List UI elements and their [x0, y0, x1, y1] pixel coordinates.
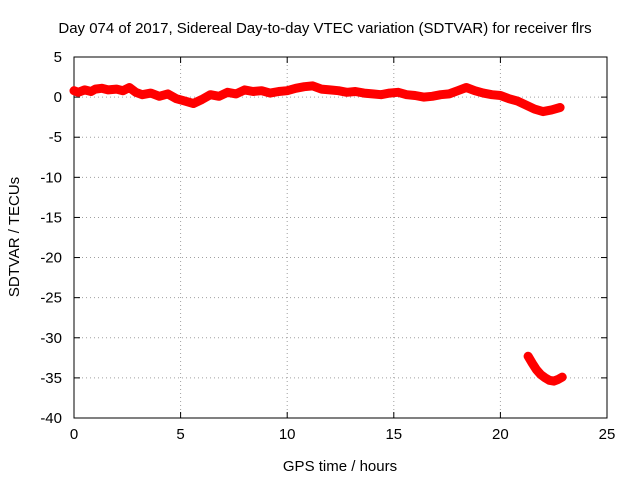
data-point — [436, 90, 445, 99]
data-point — [155, 92, 164, 101]
y-tick-label: -10 — [40, 169, 62, 186]
data-point — [394, 88, 403, 97]
data-point — [532, 365, 541, 374]
data-point — [180, 97, 189, 106]
data-point — [274, 87, 283, 96]
x-tick-label: 20 — [492, 426, 509, 443]
data-point — [70, 86, 78, 95]
data-point — [283, 86, 292, 95]
data-point — [112, 85, 121, 94]
chart-title: Day 074 of 2017, Sidereal Day-to-day VTE… — [58, 20, 591, 37]
data-point — [402, 90, 411, 99]
data-point — [249, 87, 258, 96]
data-point — [479, 89, 488, 98]
data-point — [97, 84, 106, 93]
data-point — [368, 89, 377, 98]
data-point — [334, 86, 343, 95]
data-point — [445, 89, 454, 98]
y-tick-label: -40 — [40, 410, 62, 427]
data-point — [300, 82, 309, 91]
data-point — [487, 90, 496, 99]
data-point — [545, 376, 554, 385]
data-point — [359, 89, 368, 98]
data-point — [558, 373, 567, 382]
data-point — [547, 105, 556, 114]
data-point — [104, 85, 113, 94]
y-tick-label: -5 — [49, 129, 62, 146]
data-point — [146, 89, 155, 98]
y-tick-label: 0 — [54, 89, 62, 106]
data-point — [125, 83, 134, 92]
x-axis: 0 5 10 15 20 25 — [70, 57, 616, 443]
y-tick-label: 5 — [54, 49, 62, 66]
data-point — [291, 84, 300, 93]
series-band — [69, 81, 565, 117]
data-point — [266, 89, 275, 98]
x-tick-label: 10 — [279, 426, 296, 443]
data-point — [163, 89, 172, 98]
data-point — [428, 92, 437, 101]
data-point — [197, 95, 206, 104]
data-point — [138, 90, 147, 99]
data-point — [325, 85, 334, 94]
data-point — [470, 86, 479, 95]
data-point — [496, 91, 505, 100]
x-tick-label: 15 — [385, 426, 402, 443]
data-point — [549, 377, 558, 386]
x-axis-label: GPS time / hours — [283, 458, 397, 475]
x-tick-label: 0 — [70, 426, 78, 443]
data-point — [411, 91, 420, 100]
grid — [74, 57, 607, 418]
data-point — [528, 359, 537, 368]
data-point — [539, 107, 548, 116]
data-point — [91, 85, 100, 94]
data-point — [87, 87, 96, 96]
data-point — [223, 88, 232, 97]
data-point — [553, 375, 562, 384]
data-point — [541, 373, 550, 382]
data-point — [521, 101, 530, 110]
y-tick-label: -15 — [40, 209, 62, 226]
data-point — [513, 97, 522, 106]
y-tick-label: -30 — [40, 330, 62, 347]
y-tick-label: -25 — [40, 290, 62, 307]
data-point — [214, 92, 223, 101]
x-tick-label: 25 — [599, 426, 616, 443]
data-point — [74, 88, 83, 97]
data-point — [556, 103, 565, 112]
y-tick-label: -20 — [40, 250, 62, 267]
data-series — [69, 81, 567, 386]
y-tick-label: -35 — [40, 370, 62, 387]
data-point — [530, 105, 539, 114]
data-point — [453, 86, 462, 95]
plot-frame — [73, 56, 608, 419]
data-point — [351, 87, 360, 96]
data-point — [462, 83, 471, 92]
data-point — [131, 88, 140, 97]
y-axis-label: SDTVAR / TECUs — [6, 177, 23, 297]
x-tick-label: 5 — [176, 426, 184, 443]
data-point — [257, 86, 266, 95]
data-point — [119, 86, 128, 95]
data-point — [308, 81, 317, 90]
data-point — [317, 85, 326, 94]
data-point — [206, 90, 215, 99]
data-point — [172, 94, 181, 103]
data-point — [419, 93, 428, 102]
data-point — [240, 85, 249, 94]
data-point — [385, 89, 394, 98]
series-main-trace — [69, 81, 565, 117]
data-point — [524, 352, 533, 361]
data-point — [536, 370, 545, 379]
data-point — [342, 88, 351, 97]
data-point — [504, 94, 513, 103]
series-late-trace — [523, 351, 567, 386]
data-point — [80, 85, 89, 94]
data-point — [377, 90, 386, 99]
data-point — [189, 99, 198, 108]
y-axis: 5 0 -5 -10 -15 -20 -25 -30 -35 -40 — [40, 49, 607, 427]
data-point — [232, 89, 241, 98]
